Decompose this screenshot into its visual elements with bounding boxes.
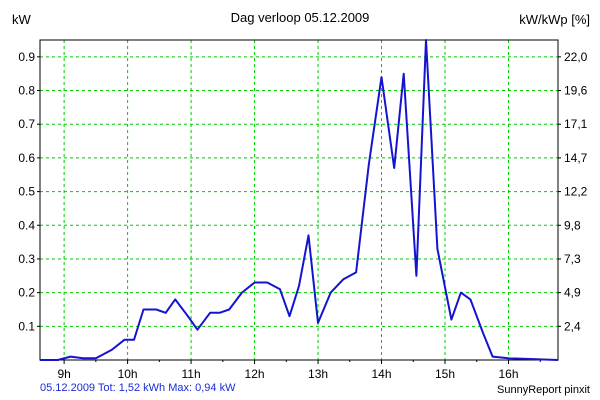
y-tick-label-right: 19,6 <box>564 84 588 98</box>
y-tick-label-right: 7,3 <box>564 252 581 266</box>
x-tick-label: 13h <box>308 367 328 381</box>
left-axis-label: kW <box>12 12 31 27</box>
plot-frame <box>39 39 559 361</box>
y-tick-label-right: 4,9 <box>564 286 581 300</box>
x-tick-label: 9h <box>57 367 70 381</box>
y-tick-label-left: 0.2 <box>18 286 35 300</box>
power-series-line <box>40 39 559 361</box>
x-tick-label: 11h <box>182 367 201 381</box>
y-tick-label-left: 0.5 <box>18 185 35 199</box>
daily-summary: 05.12.2009 Tot: 1,52 kWh Max: 0,94 kW <box>40 382 236 394</box>
y-tick-label-left: 0.7 <box>18 117 35 131</box>
x-tick-label: 15h <box>435 367 455 381</box>
y-tick-label-right: 14,7 <box>564 151 588 165</box>
x-tick-label: 14h <box>372 367 392 381</box>
y-tick-label-right: 12,2 <box>564 185 588 199</box>
y-tick-label-left: 0.1 <box>18 319 35 333</box>
chart-title: Dag verloop 05.12.2009 <box>230 10 370 25</box>
y-tick-label-left: 0.3 <box>18 252 35 266</box>
x-tick-label: 16h <box>498 367 518 381</box>
y-tick-label-left: 0.6 <box>18 151 35 165</box>
x-tick-label: 10h <box>118 367 138 381</box>
y-tick-label-right: 9,8 <box>564 218 581 232</box>
credit-text: SunnyReport pinxit <box>497 384 590 396</box>
x-tick-label: 12h <box>245 367 265 381</box>
y-tick-label-left: 0.4 <box>18 218 35 232</box>
right-axis-label: kW/kWp [%] <box>519 12 590 27</box>
y-tick-label-right: 22,0 <box>564 50 588 64</box>
y-tick-label-left: 0.9 <box>18 50 35 64</box>
y-tick-label-right: 17,1 <box>564 117 588 131</box>
y-tick-label-left: 0.8 <box>18 84 35 98</box>
y-tick-label-right: 2,4 <box>564 319 581 333</box>
